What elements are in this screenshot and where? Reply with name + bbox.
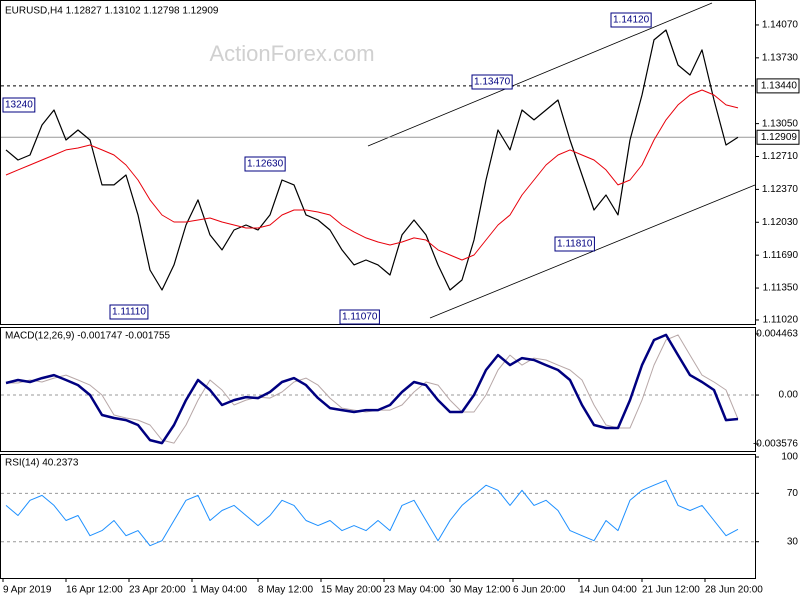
x-tick-label: 14 Jun 04:00 — [579, 585, 637, 596]
x-tick-label: 23 Apr 20:00 — [129, 585, 186, 596]
y-tick-label: 70 — [787, 488, 799, 499]
y-tick-label: 1.14070 — [762, 20, 799, 31]
y-tick-label: 1.12030 — [762, 217, 799, 228]
chart-title: EURUSD,H4 1.12827 1.13102 1.12798 1.1290… — [5, 6, 219, 17]
panel-border — [0, 327, 756, 452]
annotation-box — [339, 309, 380, 325]
annotation: 1.11070 — [342, 312, 378, 323]
rsi-title: RSI(14) 40.2373 — [5, 458, 79, 469]
y-tick-label: -0.003576 — [753, 439, 798, 450]
x-tick-label: 6 Jun 20:00 — [513, 585, 566, 596]
annotation-box — [2, 97, 36, 113]
annotation: 13240 — [5, 100, 33, 111]
x-tick-label: 28 Jun 20:00 — [705, 585, 763, 596]
price-label: 1.13440 — [761, 81, 798, 92]
x-tick-label: 9 Apr 2019 — [3, 585, 52, 596]
y-tick-label: 0.00 — [779, 390, 799, 401]
x-tick-label: 1 May 04:00 — [192, 585, 247, 596]
y-tick-label: 1.13730 — [762, 52, 799, 63]
y-tick-label: 30 — [787, 536, 799, 547]
panel-border — [0, 454, 756, 579]
x-tick-label: 23 May 04:00 — [384, 585, 445, 596]
y-tick-label: 1.11690 — [763, 250, 799, 261]
series-line — [5, 479, 739, 547]
series-line — [5, 89, 739, 261]
series-line — [5, 29, 739, 291]
y-tick-label: 1.13050 — [762, 118, 799, 129]
price-label-box — [756, 78, 800, 94]
annotation-box — [554, 236, 595, 252]
annotation-box — [244, 156, 286, 172]
annotation: 1.13470 — [474, 77, 511, 88]
annotation: 1.11110 — [112, 307, 146, 318]
annotation: 1.11810 — [557, 239, 593, 250]
y-tick-label: 0.004463 — [756, 329, 798, 340]
annotation: 1.12630 — [247, 159, 284, 170]
y-tick-label: 1.12370 — [762, 184, 799, 195]
price-label-box — [756, 129, 800, 145]
x-tick-label: 8 May 12:00 — [258, 585, 313, 596]
macd-title: MACD(12,26,9) -0.001747 -0.001755 — [5, 331, 171, 342]
channel-line — [367, 2, 713, 147]
series-line — [5, 333, 739, 445]
annotation-box — [610, 12, 652, 28]
y-tick-label: 1.11350 — [763, 283, 799, 294]
annotation: 1.14120 — [613, 15, 650, 26]
y-tick-label: 1.12710 — [762, 151, 799, 162]
x-tick-label: 15 May 20:00 — [321, 585, 382, 596]
price-label: 1.12909 — [761, 132, 798, 143]
x-tick-label: 16 Apr 12:00 — [66, 585, 123, 596]
y-tick-label: 100 — [781, 452, 798, 463]
x-tick-label: 30 May 12:00 — [450, 585, 511, 596]
annotation-box — [471, 74, 513, 90]
watermark: ActionForex.com — [209, 41, 374, 66]
x-tick-label: 21 Jun 12:00 — [642, 585, 700, 596]
y-tick-label: 1.11020 — [763, 315, 799, 326]
annotation-box — [109, 304, 149, 320]
